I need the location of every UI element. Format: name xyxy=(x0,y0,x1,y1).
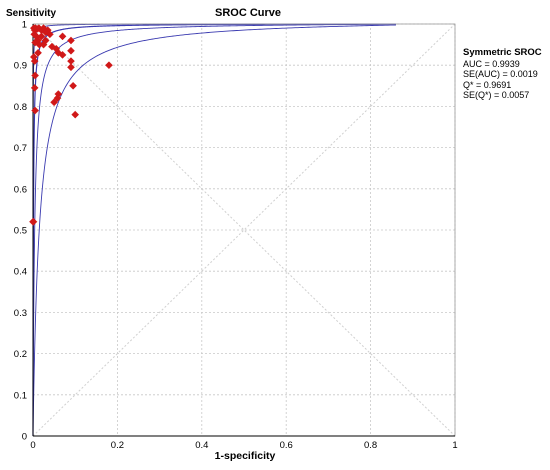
study-point xyxy=(30,83,39,92)
study-point xyxy=(105,61,113,70)
data-points xyxy=(29,24,113,226)
study-point xyxy=(31,71,39,80)
sroc-band xyxy=(32,24,396,436)
study-point xyxy=(58,32,67,41)
y-tick-label: 0 xyxy=(22,432,27,443)
study-point xyxy=(67,63,75,72)
study-point xyxy=(67,36,75,45)
y-tick-label: 1 xyxy=(22,20,27,31)
x-tick-label: 0.2 xyxy=(111,440,124,451)
sroc-band xyxy=(32,23,396,436)
study-point xyxy=(67,46,75,55)
study-point xyxy=(71,110,80,119)
x-tick-label: 0 xyxy=(30,440,35,451)
study-point xyxy=(29,217,38,226)
summary-q: Q* = 0.9691 xyxy=(463,79,512,90)
x-tick-label: 0.4 xyxy=(195,440,208,451)
study-point xyxy=(39,40,48,49)
summary-se-auc: SE(AUC) = 0.0019 xyxy=(463,69,538,79)
y-tick-label: 0.4 xyxy=(14,267,27,278)
y-tick-label: 0.1 xyxy=(14,390,27,401)
x-tick-label: 0.8 xyxy=(364,440,377,451)
x-tick-label: 1 xyxy=(452,440,457,451)
y-tick-label: 0.5 xyxy=(14,226,27,237)
y-tick-label: 0.3 xyxy=(14,308,27,319)
y-axis-label: Sensitivity xyxy=(6,8,56,19)
y-tick-label: 0.8 xyxy=(14,102,27,113)
axes: 0 0.2 0.4 0.6 0.8 1 0 0.1 0.2 0.3 0.4 0.5 0.6 0.7 0.8 0… xyxy=(14,20,458,452)
y-tick-label: 0.6 xyxy=(14,184,27,195)
y-tick-label: 0.2 xyxy=(14,349,27,360)
diagonal-lines xyxy=(32,23,456,437)
study-point xyxy=(37,32,46,41)
summary-auc: AUC = 0.9939 xyxy=(463,58,520,69)
summary-title: Symmetric SROC xyxy=(463,47,542,58)
summary-se-q: SE(Q*) = 0.0057 xyxy=(463,90,530,100)
study-point xyxy=(69,81,77,90)
summary-panel: Symmetric SROC AUC = 0.9939 SE(AUC) = 0.… xyxy=(463,47,548,101)
y-tick-label: 0.7 xyxy=(14,143,27,154)
y-tick-label: 0.9 xyxy=(14,61,27,72)
x-axis-label: 1-specificity xyxy=(215,450,276,462)
x-tick-label: 0.6 xyxy=(280,440,293,451)
study-point xyxy=(50,98,58,107)
study-point xyxy=(53,94,62,103)
study-point xyxy=(34,48,42,57)
study-point xyxy=(30,57,39,65)
study-point xyxy=(31,106,39,115)
study-point xyxy=(31,38,39,47)
study-point xyxy=(58,51,67,59)
study-point xyxy=(45,30,54,39)
chart-title: SROC Curve xyxy=(215,7,281,19)
